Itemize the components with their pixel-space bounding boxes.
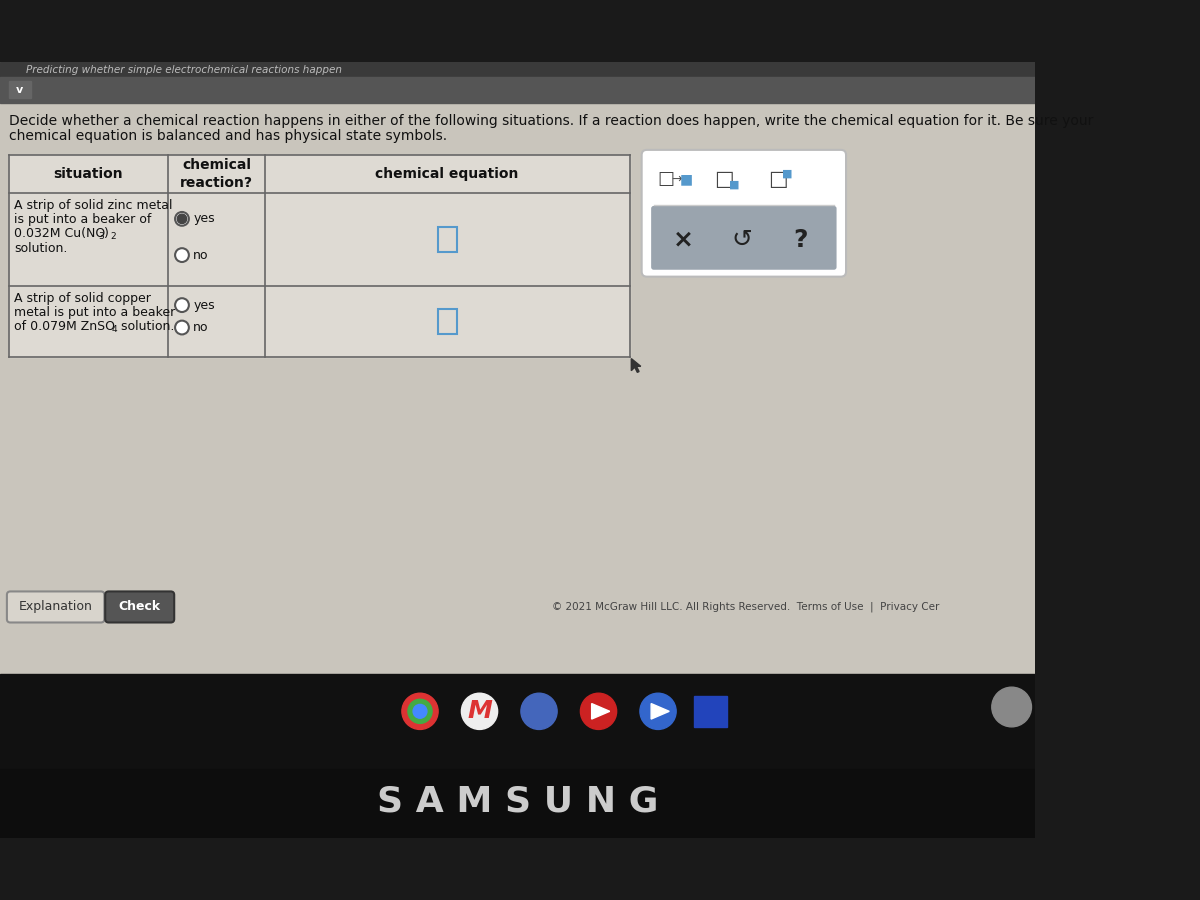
Bar [0, 62, 1034, 77]
Bar [8, 81, 31, 98]
Text: 3: 3 [98, 232, 104, 241]
Text: Decide whether a chemical reaction happens in either of the following situations: Decide whether a chemical reaction happe… [8, 113, 1093, 128]
Text: yes: yes [193, 212, 215, 225]
Text: Explanation: Explanation [18, 600, 92, 614]
Circle shape [402, 693, 438, 729]
Text: Check: Check [119, 600, 161, 614]
Bar [0, 77, 1034, 104]
Text: ■: ■ [782, 168, 793, 178]
Circle shape [178, 214, 187, 223]
Circle shape [175, 298, 188, 312]
Text: solution.: solution. [118, 320, 175, 333]
Circle shape [992, 688, 1032, 727]
Bar [0, 770, 1034, 838]
Text: of 0.079M ZnSO: of 0.079M ZnSO [13, 320, 115, 333]
Text: no: no [193, 248, 209, 262]
Bar [8, 155, 630, 357]
Bar [438, 310, 457, 334]
Text: S A M S U N G: S A M S U N G [377, 785, 658, 819]
Text: A strip of solid copper: A strip of solid copper [13, 292, 151, 305]
Text: metal is put into a beaker: metal is put into a beaker [13, 306, 175, 319]
Circle shape [462, 693, 498, 729]
Text: 4: 4 [112, 325, 116, 334]
Circle shape [175, 248, 188, 262]
Text: solution.: solution. [13, 242, 67, 256]
FancyBboxPatch shape [652, 206, 836, 270]
Text: ■: ■ [680, 172, 694, 186]
Circle shape [640, 693, 676, 729]
Text: yes: yes [193, 299, 215, 311]
Text: ×: × [672, 228, 694, 252]
Circle shape [413, 705, 427, 718]
Text: □: □ [714, 169, 734, 189]
Text: 2: 2 [110, 232, 116, 241]
Text: 0.032M Cu(NO: 0.032M Cu(NO [13, 227, 106, 239]
FancyBboxPatch shape [7, 591, 104, 623]
Text: ↺: ↺ [731, 228, 752, 252]
Circle shape [521, 693, 557, 729]
Bar [695, 696, 727, 727]
Circle shape [175, 212, 188, 226]
Text: M: M [467, 699, 492, 724]
Text: chemical equation is balanced and has physical state symbols.: chemical equation is balanced and has ph… [8, 130, 446, 143]
Text: v: v [17, 85, 24, 94]
Text: is put into a beaker of: is put into a beaker of [13, 212, 151, 226]
Text: ■: ■ [728, 179, 739, 189]
Circle shape [175, 320, 188, 335]
Polygon shape [592, 704, 610, 719]
Text: Predicting whether simple electrochemical reactions happen: Predicting whether simple electrochemica… [26, 65, 342, 75]
Text: →: → [671, 173, 682, 185]
Bar [438, 228, 457, 252]
Text: no: no [193, 321, 209, 334]
Text: © 2021 McGraw Hill LLC. All Rights Reserved.  Terms of Use  |  Privacy Cer: © 2021 McGraw Hill LLC. All Rights Reser… [552, 602, 940, 612]
Bar [0, 674, 1034, 770]
Text: ): ) [104, 227, 109, 239]
Text: A strip of solid zinc metal: A strip of solid zinc metal [13, 199, 173, 212]
Bar [0, 62, 1034, 674]
Polygon shape [631, 358, 641, 373]
FancyBboxPatch shape [106, 591, 174, 623]
Polygon shape [652, 704, 670, 719]
Text: □: □ [768, 169, 787, 189]
Text: chemical
reaction?: chemical reaction? [180, 158, 253, 190]
Text: chemical equation: chemical equation [376, 167, 518, 181]
Text: ?: ? [793, 228, 808, 252]
Circle shape [581, 693, 617, 729]
Circle shape [408, 699, 432, 724]
Text: □: □ [658, 170, 674, 188]
FancyBboxPatch shape [642, 150, 846, 276]
Text: situation: situation [54, 167, 124, 181]
